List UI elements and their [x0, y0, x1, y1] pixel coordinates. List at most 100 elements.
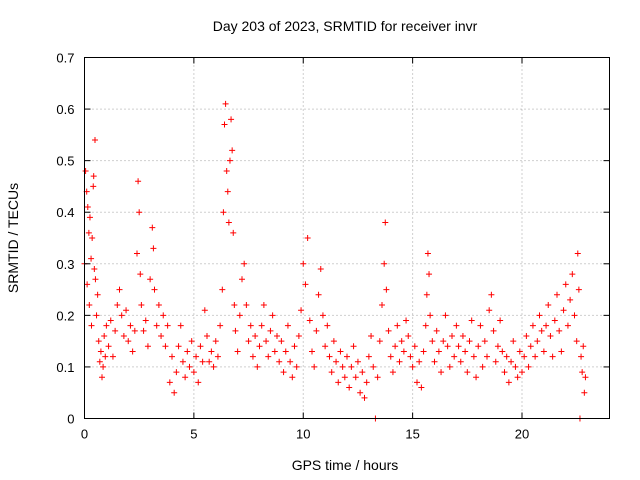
data-point — [392, 343, 399, 350]
data-point — [221, 121, 228, 128]
data-point — [179, 358, 186, 365]
data-point — [311, 363, 318, 370]
data-point — [149, 224, 156, 231]
data-point — [416, 358, 423, 365]
data-point — [103, 322, 110, 329]
data-point — [579, 369, 586, 376]
data-point — [501, 369, 508, 376]
data-point — [534, 338, 541, 345]
data-point — [234, 348, 241, 355]
data-point — [435, 348, 442, 355]
data-point — [490, 327, 497, 334]
data-point — [470, 353, 477, 360]
data-point — [134, 250, 140, 257]
data-point — [239, 276, 245, 283]
data-point — [411, 343, 418, 350]
y-tick-labels: 0 0.1 0.2 0.3 0.4 0.5 0.6 0.7 — [56, 51, 74, 427]
data-point — [269, 312, 276, 319]
data-point — [394, 322, 401, 329]
data-point — [554, 291, 560, 298]
y-tick-label: 0.5 — [56, 154, 74, 169]
data-point — [118, 312, 125, 319]
data-point — [514, 374, 521, 381]
data-point — [341, 374, 348, 381]
data-point — [512, 363, 519, 370]
data-point — [455, 343, 462, 350]
data-point — [556, 327, 563, 334]
data-point — [256, 343, 263, 350]
data-point — [370, 363, 377, 370]
data-point — [144, 343, 151, 350]
y-tick-label: 0 — [67, 412, 74, 427]
data-point — [374, 374, 381, 381]
data-point — [107, 317, 114, 324]
data-point — [492, 358, 499, 365]
data-point — [540, 348, 547, 355]
y-tick-label: 0.7 — [56, 51, 74, 66]
x-tick-labels: 0 5 10 15 20 — [81, 427, 529, 442]
data-point — [313, 327, 320, 334]
data-point — [575, 286, 582, 293]
data-point — [162, 343, 169, 350]
data-point — [562, 281, 569, 288]
data-point — [322, 343, 329, 350]
data-point — [212, 338, 219, 345]
data-point — [102, 353, 109, 360]
data-point — [532, 353, 539, 360]
data-point — [90, 173, 97, 180]
data-point — [422, 322, 429, 329]
data-point — [359, 369, 366, 376]
data-point — [442, 312, 449, 319]
data-point — [551, 317, 558, 324]
data-point — [171, 389, 178, 396]
data-point — [150, 245, 157, 252]
data-point — [433, 327, 440, 334]
data-point — [365, 353, 372, 360]
data-point — [409, 363, 416, 370]
data-point — [97, 348, 104, 355]
data-point — [289, 374, 296, 381]
data-point — [499, 348, 506, 355]
data-point — [231, 302, 238, 309]
data-point — [494, 343, 501, 350]
data-point — [254, 363, 261, 370]
data-point — [381, 260, 388, 267]
data-point — [379, 302, 385, 309]
data-point — [109, 353, 116, 360]
data-point — [155, 302, 162, 309]
data-point — [160, 312, 167, 319]
data-point — [306, 317, 313, 324]
data-point — [249, 353, 256, 360]
data-point — [357, 389, 364, 396]
data-point — [260, 302, 267, 309]
data-point — [241, 260, 248, 267]
data-point — [582, 374, 589, 381]
data-point — [173, 369, 180, 376]
data-point — [271, 348, 278, 355]
data-point — [90, 183, 97, 190]
chart-title: Day 203 of 2023, SRMTID for receiver inv… — [213, 18, 478, 34]
data-point — [440, 338, 447, 345]
data-point — [247, 322, 254, 329]
data-point — [573, 338, 580, 345]
data-point — [280, 369, 287, 376]
data-point — [519, 369, 525, 376]
data-point — [228, 116, 235, 123]
data-point — [197, 343, 204, 350]
data-point — [481, 338, 488, 345]
data-point — [188, 338, 195, 345]
data-point — [486, 307, 493, 314]
data-point — [127, 322, 134, 329]
data-point — [429, 338, 436, 345]
data-point — [459, 332, 466, 339]
data-point — [376, 338, 383, 345]
data-point — [138, 302, 145, 309]
data-point — [82, 167, 89, 174]
data-point — [468, 317, 475, 324]
data-point — [354, 358, 361, 365]
data-point — [543, 322, 550, 329]
plot-frame — [84, 57, 610, 419]
data-point — [508, 358, 515, 365]
data-point — [252, 332, 259, 339]
data-point — [166, 379, 173, 386]
